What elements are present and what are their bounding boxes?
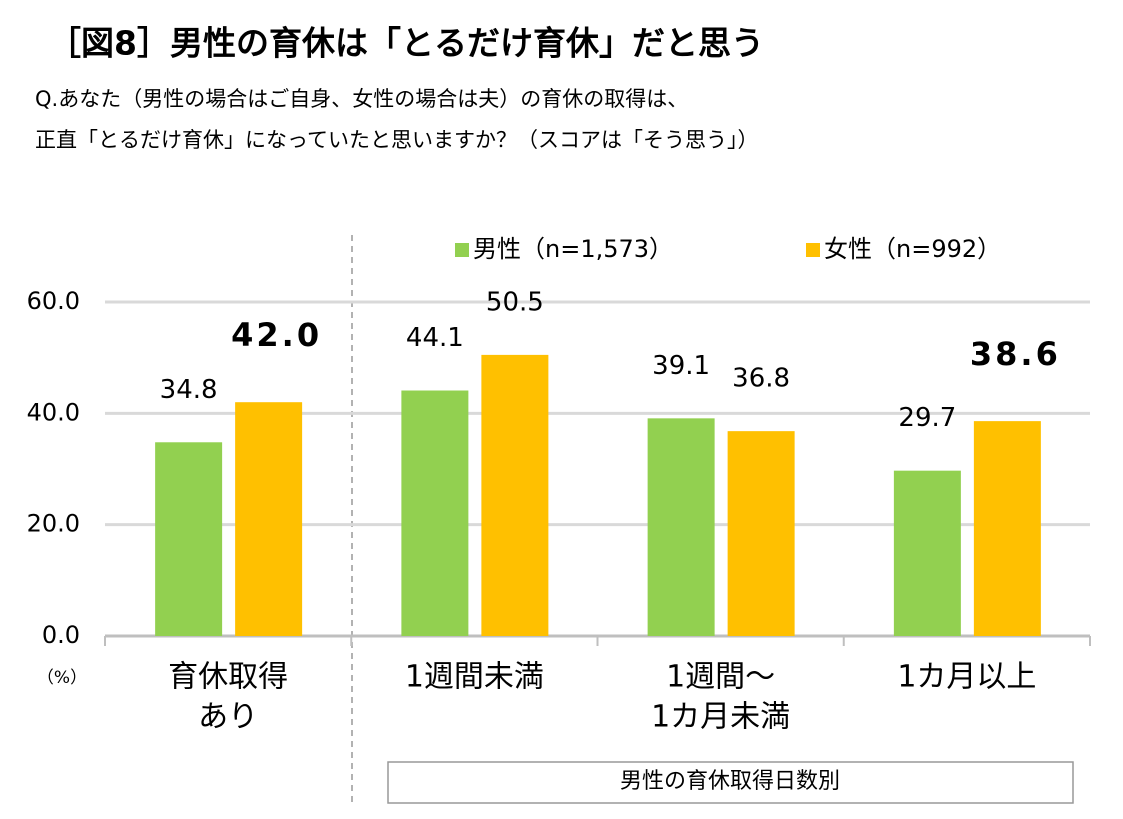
bar xyxy=(481,354,549,636)
subtitle: Q.あなた（男性の場合はご自身、女性の場合は夫）の育休の取得は、 xyxy=(35,87,688,111)
data-label: 38.6 xyxy=(970,335,1061,373)
data-label: 36.8 xyxy=(732,364,790,394)
data-label: 44.1 xyxy=(406,323,464,353)
bar xyxy=(235,402,303,636)
x-tick-label: 1カ月未満 xyxy=(651,700,790,735)
data-label: 34.8 xyxy=(160,375,218,405)
y-unit: （%） xyxy=(37,668,87,688)
data-label: 50.5 xyxy=(486,287,544,317)
legend-label: 男性（n=1,573） xyxy=(473,235,673,263)
x-tick-label: 育休取得 xyxy=(168,660,288,695)
x-tick-label: あり xyxy=(198,700,258,735)
x-tick-label: 1カ月以上 xyxy=(897,660,1036,695)
legend-swatch xyxy=(455,243,469,257)
chart-title: ［図8］男性の育休は「とるだけ育休」だと思う xyxy=(48,24,764,63)
x-tick-label: 1週間～ xyxy=(666,660,775,695)
data-label: 39.1 xyxy=(652,351,710,381)
y-tick-label: 60.0 xyxy=(27,287,80,315)
bar xyxy=(401,390,469,636)
y-tick-label: 20.0 xyxy=(27,510,80,538)
x-tick-label: 1週間未満 xyxy=(405,660,544,695)
legend-label: 女性（n=992） xyxy=(824,235,1001,263)
bar xyxy=(647,418,715,636)
group-box xyxy=(387,761,1074,804)
y-tick-label: 0.0 xyxy=(42,621,80,649)
bar xyxy=(973,421,1041,636)
subtitle: 正直「とるだけ育休」になっていたと思いますか？（スコアは「そう思う」） xyxy=(35,128,758,152)
data-label: 42.0 xyxy=(231,316,322,354)
bar xyxy=(727,431,795,636)
legend-swatch xyxy=(806,243,820,257)
bar xyxy=(893,470,961,636)
bar xyxy=(155,442,223,636)
y-tick-label: 40.0 xyxy=(27,398,80,426)
group-label: 男性の育休取得日数別 xyxy=(620,769,840,794)
data-label: 29.7 xyxy=(898,403,956,433)
